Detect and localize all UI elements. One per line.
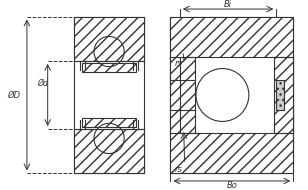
Polygon shape — [82, 63, 136, 72]
Text: ØD: ØD — [7, 90, 20, 100]
Polygon shape — [170, 17, 293, 173]
Text: Ød: Ød — [38, 79, 48, 88]
Polygon shape — [180, 57, 195, 133]
Bar — [276, 80, 284, 110]
Bar — [180, 57, 289, 133]
Text: rs: rs — [175, 59, 183, 68]
Text: rs: rs — [175, 165, 183, 174]
Polygon shape — [82, 118, 136, 127]
Text: Bi: Bi — [224, 0, 232, 9]
Bar — [170, 17, 293, 173]
Bar — [74, 17, 144, 173]
Polygon shape — [274, 57, 293, 133]
Text: Bo: Bo — [226, 181, 237, 190]
Polygon shape — [74, 129, 144, 173]
Polygon shape — [74, 17, 144, 61]
